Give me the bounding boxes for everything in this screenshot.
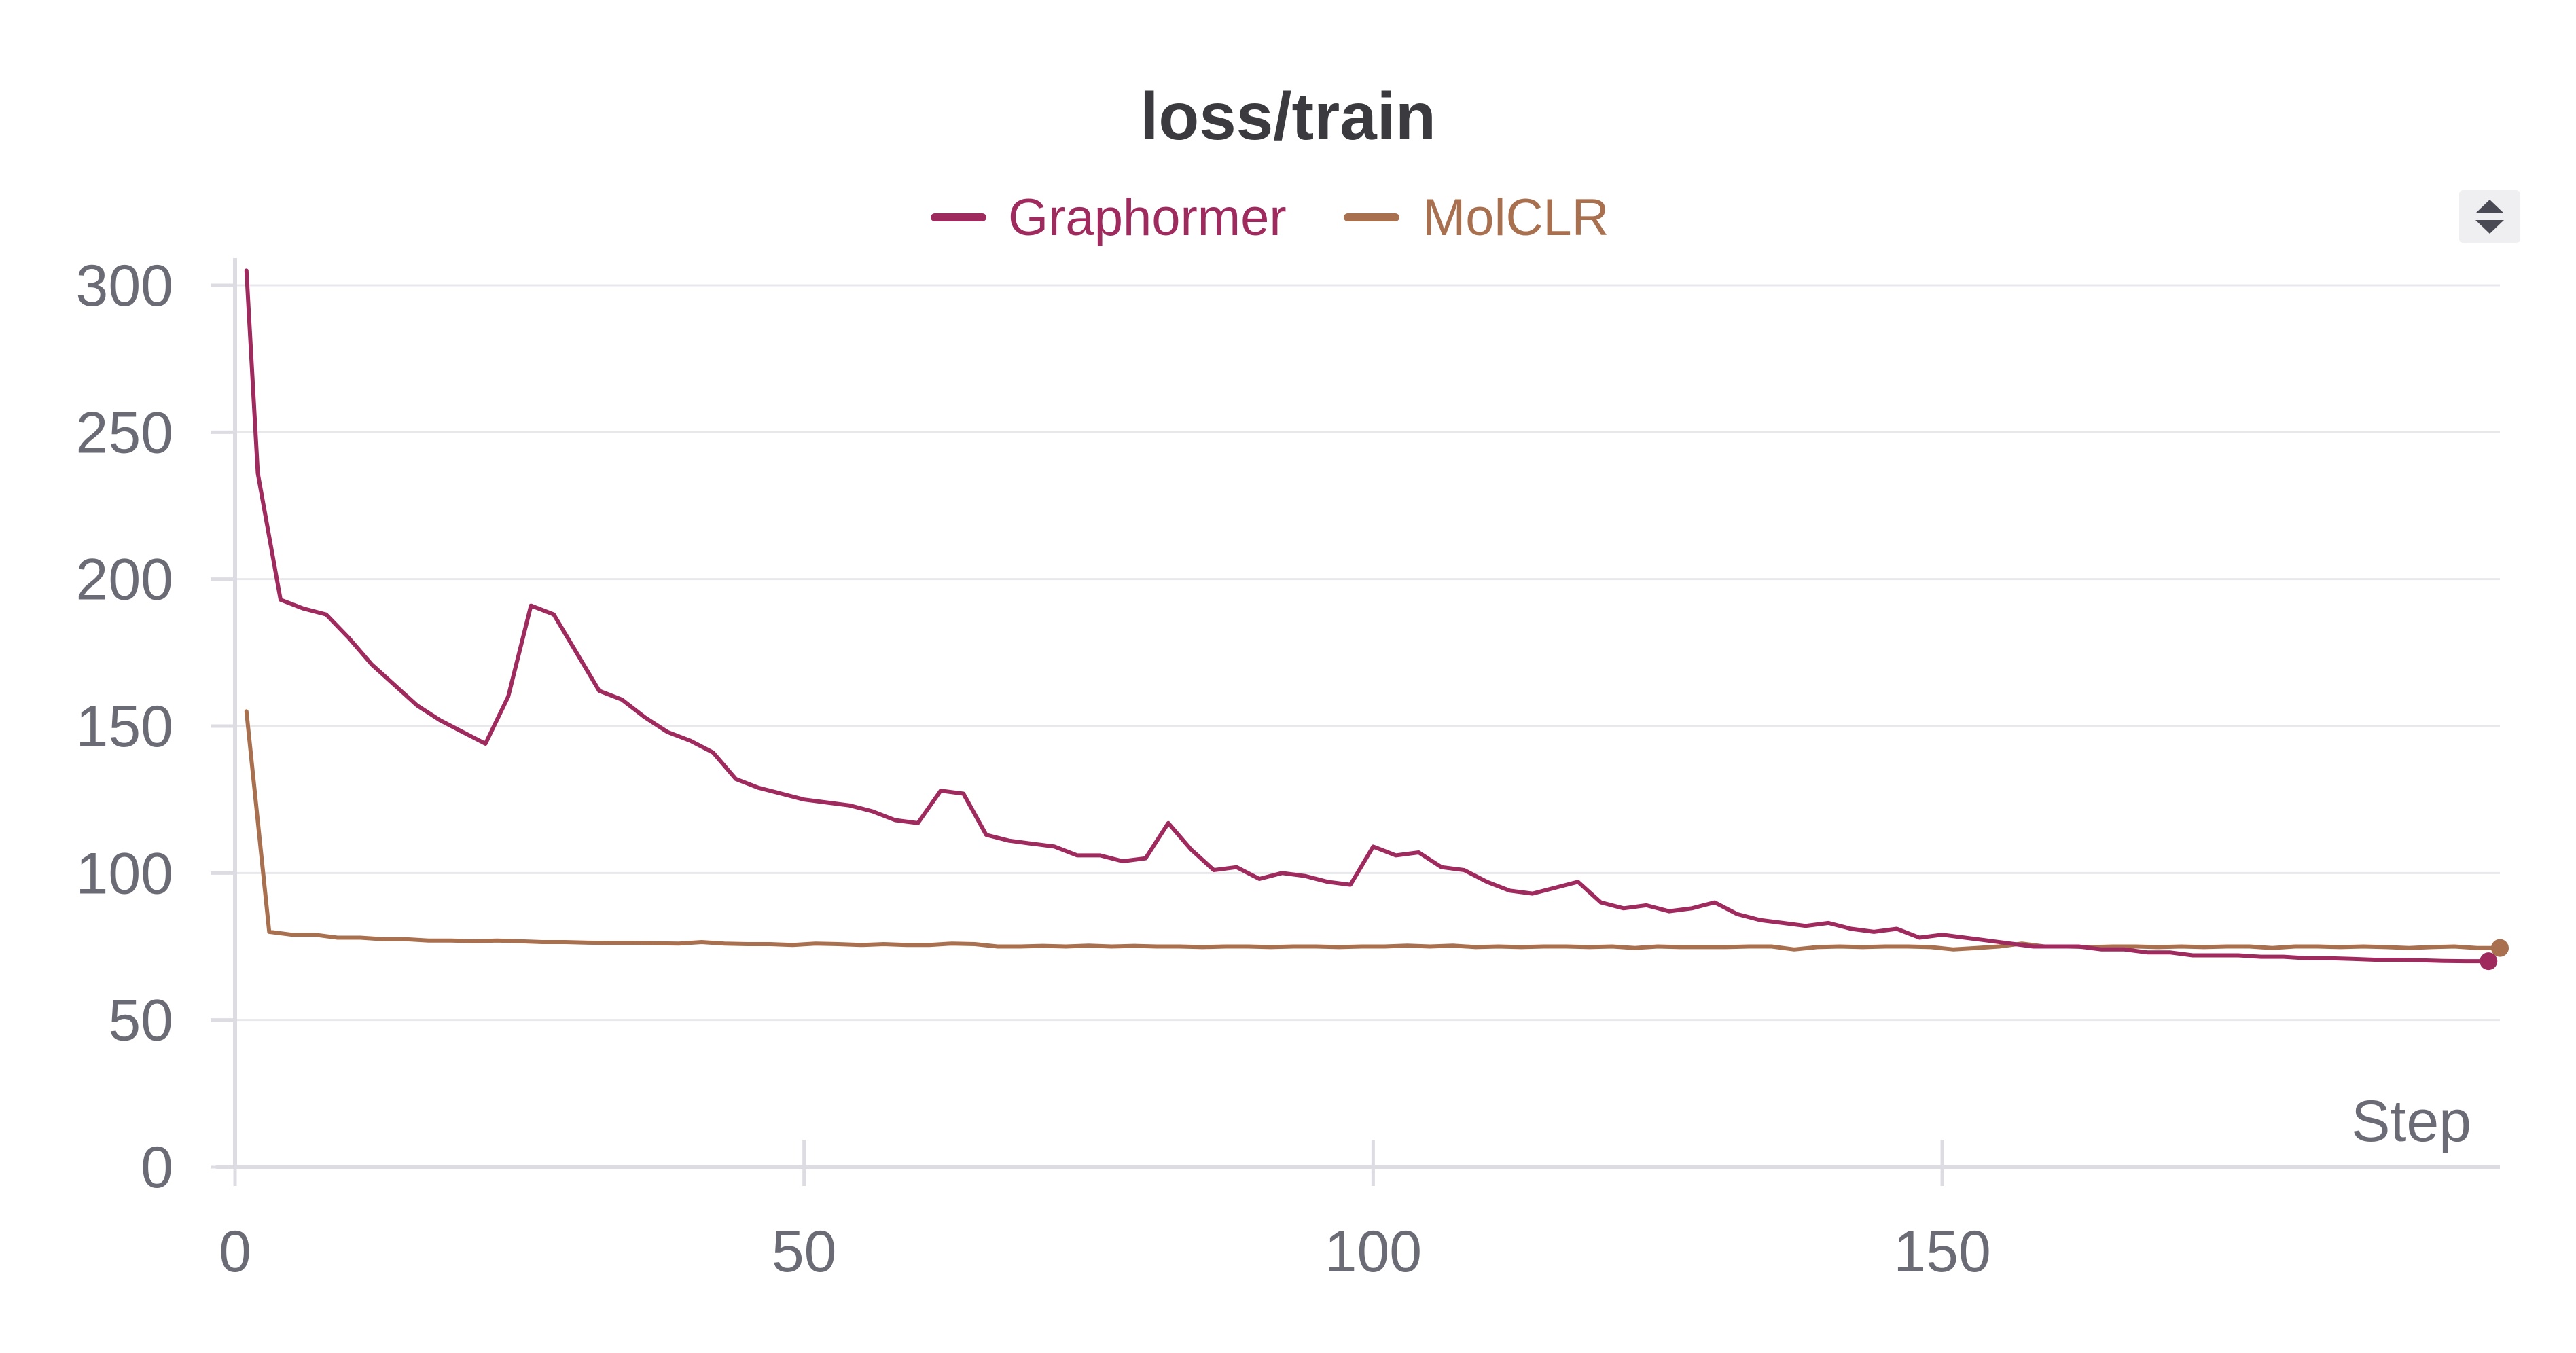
sort-button-bg[interactable] — [2459, 190, 2520, 243]
y-axis: 0 50 100 150 200 250 300 — [76, 253, 237, 1200]
x-tick-label: 150 — [1893, 1219, 1991, 1284]
y-tick-label: 50 — [108, 988, 173, 1053]
series-line-graphormer — [244, 268, 2491, 964]
series-line-molclr — [244, 709, 2502, 952]
x-tick-label: 0 — [219, 1219, 251, 1284]
legend-label: Graphormer — [1008, 189, 1287, 247]
sort-button[interactable] — [2459, 190, 2520, 243]
x-tick-label: 50 — [772, 1219, 837, 1284]
sort-updown-icon — [2475, 200, 2504, 234]
y-tick-label: 0 — [141, 1135, 173, 1200]
y-tick-label: 100 — [76, 841, 174, 906]
x-axis-label: Step — [2351, 1089, 2471, 1154]
x-tick-label: 100 — [1325, 1219, 1423, 1284]
legend-label: MolCLR — [1423, 189, 1609, 247]
legend: Graphormer MolCLR — [931, 189, 1609, 247]
y-tick-label: 250 — [76, 400, 174, 465]
y-tick-label: 300 — [76, 253, 174, 319]
chart-title: loss/train — [1140, 79, 1436, 154]
x-axis: 0 50 100 150 — [216, 1140, 2500, 1284]
gridlines — [235, 284, 2500, 1022]
series-endpoint-molclr — [2491, 939, 2509, 957]
series-endpoint-graphormer — [2480, 952, 2498, 971]
series-lines — [244, 268, 2509, 971]
y-tick-label: 150 — [76, 694, 174, 759]
y-tick-label: 200 — [76, 547, 174, 613]
